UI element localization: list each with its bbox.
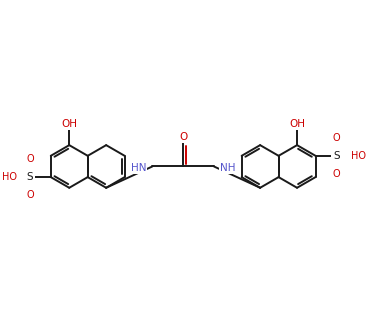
Text: O: O	[179, 132, 187, 143]
Text: O: O	[332, 133, 340, 143]
Text: S: S	[333, 151, 340, 161]
Text: HO: HO	[2, 172, 17, 182]
Text: O: O	[26, 154, 34, 164]
Text: NH: NH	[220, 163, 236, 173]
Text: O: O	[332, 168, 340, 179]
Text: O: O	[26, 190, 34, 200]
Text: OH: OH	[61, 119, 77, 129]
Text: S: S	[27, 172, 33, 182]
Text: HN: HN	[131, 163, 146, 173]
Text: OH: OH	[289, 119, 305, 129]
Text: HO: HO	[351, 151, 366, 161]
